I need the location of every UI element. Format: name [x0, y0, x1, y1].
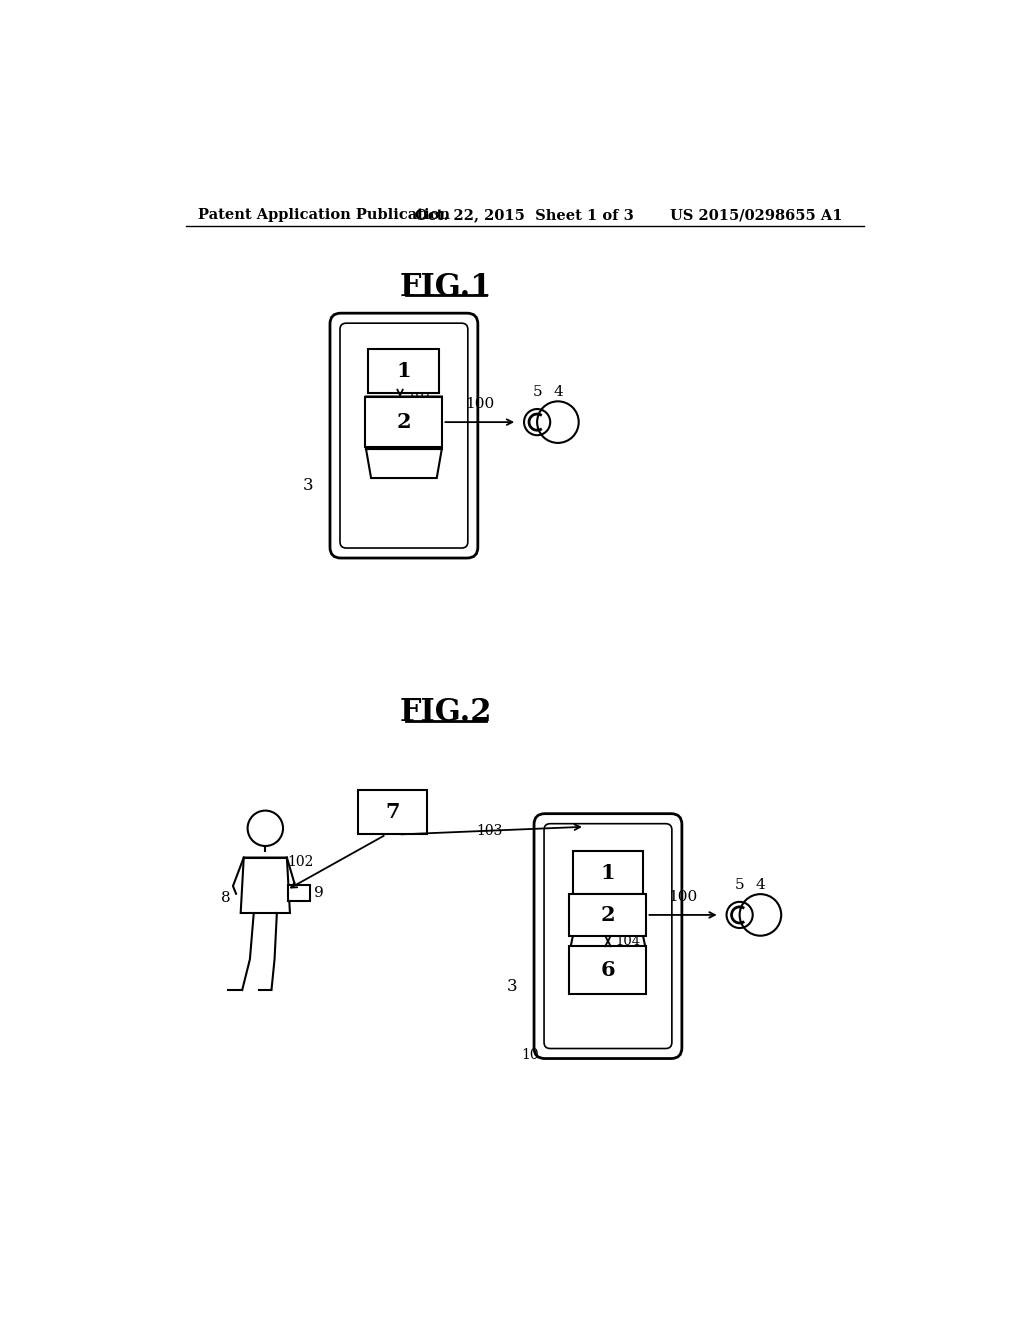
Bar — [569, 946, 646, 994]
Bar — [289, 884, 310, 902]
Text: Patent Application Publication: Patent Application Publication — [199, 209, 451, 223]
Text: 2: 2 — [601, 906, 615, 925]
Bar — [569, 894, 646, 936]
Text: Oct. 22, 2015  Sheet 1 of 3: Oct. 22, 2015 Sheet 1 of 3 — [416, 209, 634, 223]
Text: 2: 2 — [396, 412, 412, 432]
Text: 10: 10 — [521, 1048, 539, 1063]
Bar — [369, 348, 439, 393]
Bar — [366, 397, 442, 447]
Bar — [572, 851, 643, 894]
Text: 102: 102 — [287, 855, 313, 869]
Text: 4: 4 — [553, 385, 563, 399]
Text: 103: 103 — [476, 824, 503, 838]
Text: 5: 5 — [735, 878, 744, 892]
FancyBboxPatch shape — [535, 813, 682, 1059]
Text: 101: 101 — [408, 388, 433, 401]
Text: 9: 9 — [313, 886, 324, 900]
Bar — [357, 789, 427, 834]
Text: 100: 100 — [669, 890, 697, 904]
Text: US 2015/0298655 A1: US 2015/0298655 A1 — [670, 209, 842, 223]
Text: 1: 1 — [396, 360, 412, 381]
Text: 101: 101 — [611, 887, 637, 900]
Text: FIG.1: FIG.1 — [400, 272, 493, 304]
Text: 7: 7 — [385, 803, 399, 822]
FancyBboxPatch shape — [330, 313, 478, 558]
Text: 5: 5 — [532, 385, 542, 399]
Text: 6: 6 — [601, 960, 615, 979]
Text: 104: 104 — [615, 935, 641, 948]
Text: FIG.2: FIG.2 — [400, 697, 493, 729]
Text: 3: 3 — [302, 477, 313, 494]
Text: 1: 1 — [601, 862, 615, 883]
Text: 100: 100 — [465, 397, 495, 412]
Text: 3: 3 — [507, 978, 517, 995]
Text: 4: 4 — [756, 878, 765, 892]
Text: 8: 8 — [221, 891, 230, 904]
